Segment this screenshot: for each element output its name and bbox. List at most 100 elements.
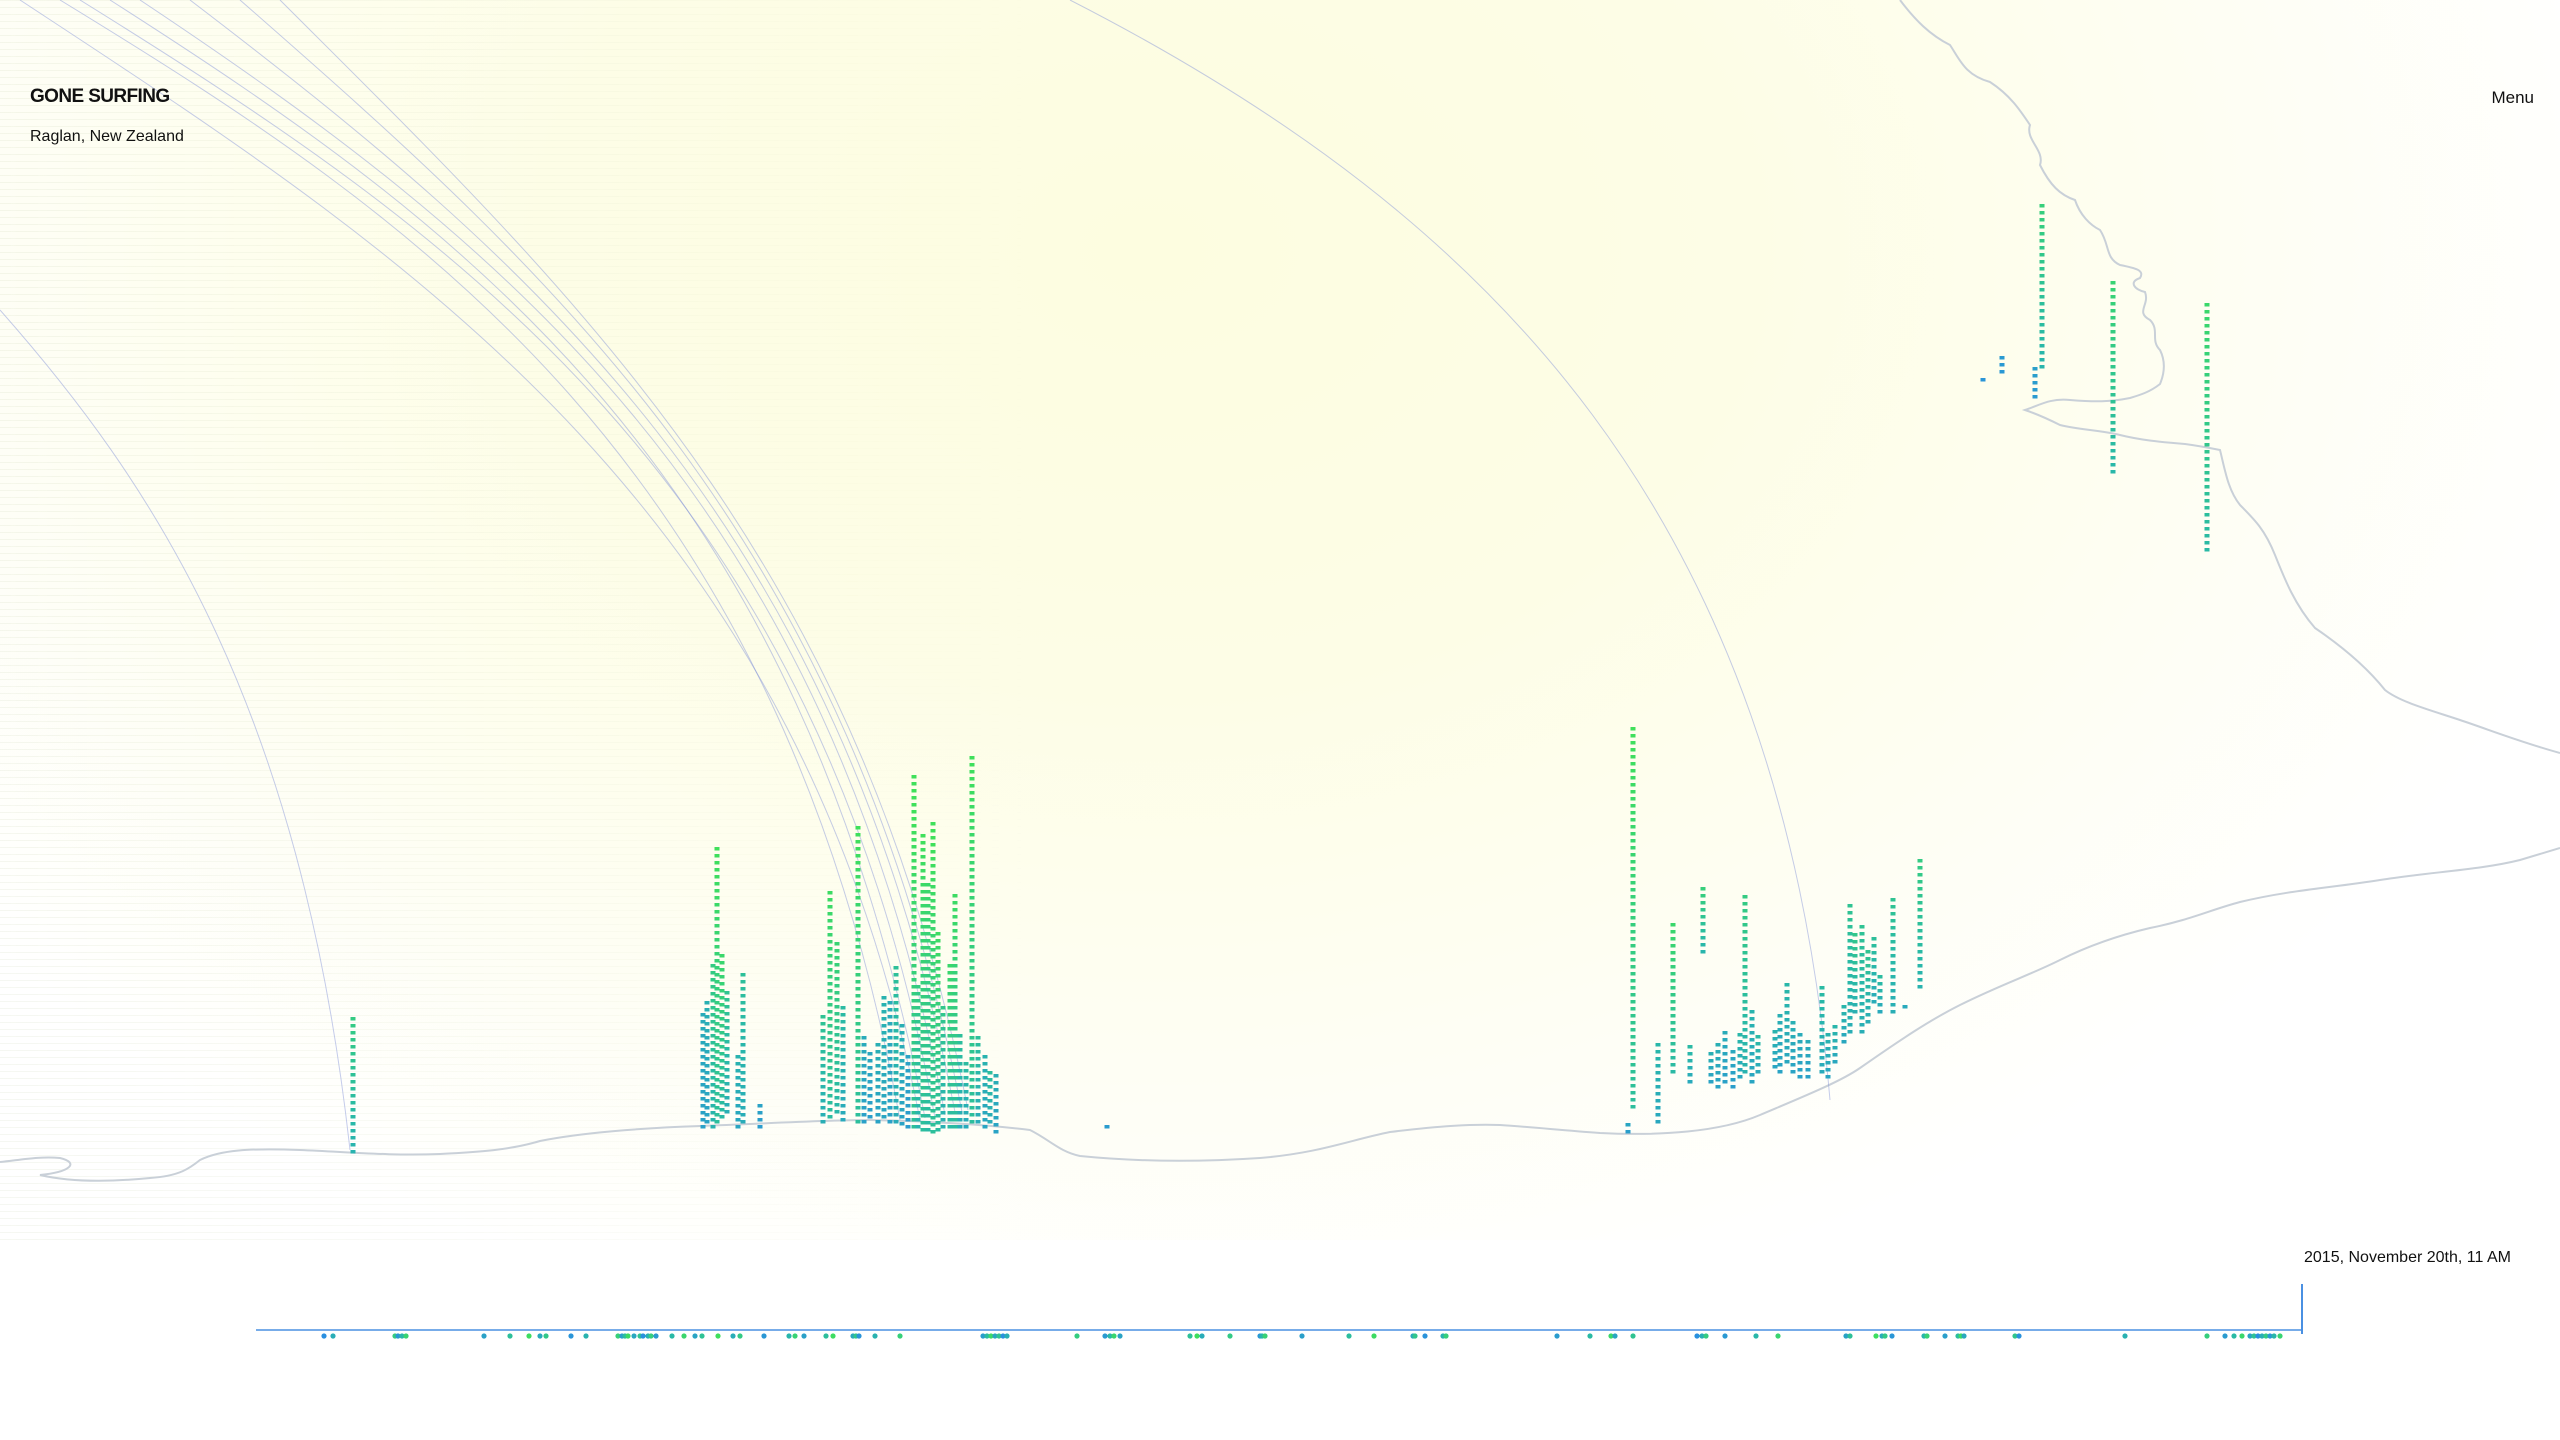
- timeline-event-dot[interactable]: [481, 1333, 487, 1339]
- timeline-event-dot[interactable]: [1346, 1333, 1352, 1339]
- timeline-event-dot[interactable]: [2122, 1333, 2128, 1339]
- timeline-event-dot[interactable]: [1699, 1333, 1705, 1339]
- timeline-event-dot[interactable]: [543, 1333, 549, 1339]
- timeline-event-dot[interactable]: [2271, 1333, 2277, 1339]
- timeline-event-dot[interactable]: [2263, 1333, 2269, 1339]
- timeline-event-dot[interactable]: [2239, 1333, 2245, 1339]
- timeline-event-dot[interactable]: [1722, 1333, 1728, 1339]
- timeline-event-dot[interactable]: [1111, 1333, 1117, 1339]
- timeline-event-dot[interactable]: [897, 1333, 903, 1339]
- wave-bar-dash: [1737, 1061, 1743, 1065]
- timeline-event-dot[interactable]: [715, 1333, 721, 1339]
- timeline-event-dot[interactable]: [1299, 1333, 1305, 1339]
- wave-bar-dash: [2204, 541, 2210, 545]
- menu-button[interactable]: Menu: [2491, 88, 2534, 107]
- timeline-event-dot[interactable]: [984, 1333, 990, 1339]
- timeline-event-dot[interactable]: [2259, 1333, 2265, 1339]
- timeline-event-dot[interactable]: [1199, 1333, 1205, 1339]
- timeline-event-dot[interactable]: [2277, 1333, 2283, 1339]
- timeline-event-dot[interactable]: [1843, 1333, 1849, 1339]
- timeline-event-dot[interactable]: [395, 1333, 401, 1339]
- timeline-event-dot[interactable]: [537, 1333, 543, 1339]
- timeline-event-dot[interactable]: [403, 1333, 409, 1339]
- timeline-event-dot[interactable]: [2267, 1333, 2273, 1339]
- timeline-event-dot[interactable]: [786, 1333, 792, 1339]
- brand-title[interactable]: GONE SURFING: [30, 86, 170, 107]
- timeline-event-dot[interactable]: [980, 1333, 986, 1339]
- timeline-event-dot[interactable]: [1412, 1333, 1418, 1339]
- timeline-event-dot[interactable]: [681, 1333, 687, 1339]
- timeline-event-dot[interactable]: [730, 1333, 736, 1339]
- timeline-event-dot[interactable]: [321, 1333, 327, 1339]
- timeline-event-dot[interactable]: [996, 1333, 1002, 1339]
- timeline-event-dot[interactable]: [330, 1333, 336, 1339]
- timeline-scrubber[interactable]: [0, 1270, 2560, 1340]
- timeline-event-dot[interactable]: [640, 1333, 646, 1339]
- timeline-event-dot[interactable]: [1873, 1333, 1879, 1339]
- timeline-event-dot[interactable]: [737, 1333, 743, 1339]
- timeline-event-dot[interactable]: [1554, 1333, 1560, 1339]
- timeline-event-dot[interactable]: [1775, 1333, 1781, 1339]
- timeline-event-dot[interactable]: [992, 1333, 998, 1339]
- timeline-event-dot[interactable]: [792, 1333, 798, 1339]
- timeline-event-dot[interactable]: [1117, 1333, 1123, 1339]
- timeline-event-dot[interactable]: [761, 1333, 767, 1339]
- timeline-event-dot[interactable]: [1924, 1333, 1930, 1339]
- timeline-event-dot[interactable]: [692, 1333, 698, 1339]
- timeline-event-dot[interactable]: [1004, 1333, 1010, 1339]
- timeline-event-dot[interactable]: [1612, 1333, 1618, 1339]
- timeline-event-dot[interactable]: [2204, 1333, 2210, 1339]
- timeline-event-dot[interactable]: [2231, 1333, 2237, 1339]
- timeline-event-dot[interactable]: [1942, 1333, 1948, 1339]
- timeline-event-dot[interactable]: [1587, 1333, 1593, 1339]
- timeline-event-dot[interactable]: [1961, 1333, 1967, 1339]
- timeline-event-dot[interactable]: [1262, 1333, 1268, 1339]
- timeline-event-dot[interactable]: [2222, 1333, 2228, 1339]
- timeline-event-dot[interactable]: [2251, 1333, 2257, 1339]
- timeline-event-dot[interactable]: [583, 1333, 589, 1339]
- timeline-event-dots[interactable]: [321, 1333, 2283, 1339]
- timeline-event-dot[interactable]: [1889, 1333, 1895, 1339]
- timeline-event-dot[interactable]: [1102, 1333, 1108, 1339]
- timeline-event-dot[interactable]: [1608, 1333, 1614, 1339]
- timeline-event-dot[interactable]: [1187, 1333, 1193, 1339]
- timeline-event-dot[interactable]: [801, 1333, 807, 1339]
- timeline-event-dot[interactable]: [2012, 1333, 2018, 1339]
- timeline-event-dot[interactable]: [1443, 1333, 1449, 1339]
- timeline-event-dot[interactable]: [699, 1333, 705, 1339]
- timeline-event-dot[interactable]: [507, 1333, 513, 1339]
- timeline-event-dot[interactable]: [830, 1333, 836, 1339]
- timeline-event-dot[interactable]: [526, 1333, 532, 1339]
- timeline-event-dot[interactable]: [615, 1333, 621, 1339]
- timeline-event-dot[interactable]: [872, 1333, 878, 1339]
- timeline-event-dot[interactable]: [1753, 1333, 1759, 1339]
- timeline-event-dot[interactable]: [1000, 1333, 1006, 1339]
- timeline-event-dot[interactable]: [1227, 1333, 1233, 1339]
- wave-bar-dash: [935, 1051, 941, 1055]
- timeline-event-dot[interactable]: [399, 1333, 405, 1339]
- timeline-event-dot[interactable]: [1422, 1333, 1428, 1339]
- timeline-event-dot[interactable]: [568, 1333, 574, 1339]
- timeline-event-dot[interactable]: [1703, 1333, 1709, 1339]
- timeline-event-dot[interactable]: [2016, 1333, 2022, 1339]
- timeline-event-dot[interactable]: [856, 1333, 862, 1339]
- timeline-event-dot[interactable]: [1882, 1333, 1888, 1339]
- timeline-event-dot[interactable]: [648, 1333, 654, 1339]
- timeline-event-dot[interactable]: [631, 1333, 637, 1339]
- timeline-event-dot[interactable]: [823, 1333, 829, 1339]
- timeline-event-dot[interactable]: [1074, 1333, 1080, 1339]
- timeline-event-dot[interactable]: [669, 1333, 675, 1339]
- timeline-event-dot[interactable]: [988, 1333, 994, 1339]
- timeline-event-dot[interactable]: [1694, 1333, 1700, 1339]
- timeline-event-dot[interactable]: [653, 1333, 659, 1339]
- timeline-event-dot[interactable]: [1847, 1333, 1853, 1339]
- timeline-event-dot[interactable]: [2247, 1333, 2253, 1339]
- timeline-event-dot[interactable]: [1194, 1333, 1200, 1339]
- timeline-event-dot[interactable]: [1630, 1333, 1636, 1339]
- wave-bar-dash: [975, 1036, 981, 1040]
- timeline-event-dot[interactable]: [1371, 1333, 1377, 1339]
- timeline-event-dot[interactable]: [2255, 1333, 2261, 1339]
- timeline-event-dot[interactable]: [625, 1333, 631, 1339]
- timeline-event-dot[interactable]: [1107, 1333, 1113, 1339]
- wave-bar-dash: [935, 932, 941, 936]
